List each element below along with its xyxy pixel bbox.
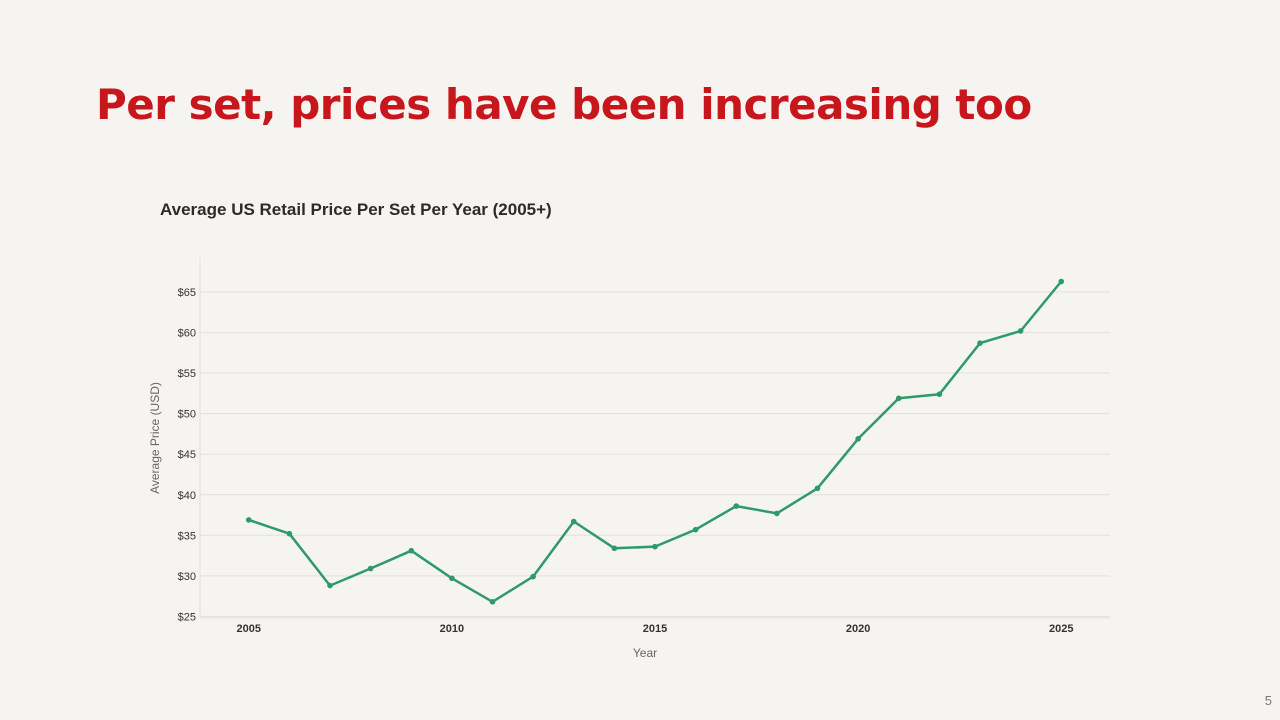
y-tick-label: $55: [178, 368, 196, 380]
data-point-2015: [652, 543, 658, 550]
data-point-2011: [489, 598, 496, 605]
x-tick-label: 2025: [1049, 623, 1073, 635]
data-point-2024: [1017, 328, 1024, 334]
data-point-2017: [733, 503, 740, 509]
y-tick-label: $65: [178, 287, 196, 299]
data-point-2023: [977, 340, 983, 346]
y-tick-label: $50: [178, 409, 196, 421]
page-number: 5: [1264, 693, 1272, 708]
data-point-2025: [1058, 278, 1065, 285]
x-tick-label: 2005: [237, 623, 261, 635]
x-tick-label: 2020: [846, 623, 870, 635]
data-point-2021: [895, 395, 902, 402]
data-point-2016: [692, 526, 699, 533]
y-axis-title: Average Price (USD): [148, 382, 162, 494]
data-point-2019: [814, 485, 821, 492]
y-tick-label: $35: [178, 530, 196, 542]
data-point-2013: [570, 518, 577, 525]
chart-title: Average US Retail Price Per Set Per Year…: [160, 200, 552, 219]
data-point-2022: [936, 391, 943, 398]
slide-title: Per set, prices have been increasing too: [96, 80, 1032, 129]
data-point-2009: [408, 547, 415, 554]
data-point-2010: [449, 575, 455, 582]
data-point-2007: [327, 582, 333, 589]
x-axis-title: Year: [633, 646, 657, 660]
x-tick-label: 2015: [643, 623, 667, 635]
data-point-2012: [530, 573, 536, 580]
y-tick-label: $60: [178, 328, 196, 340]
data-point-2014: [611, 545, 618, 552]
data-point-2020: [855, 436, 861, 442]
y-tick-label: $25: [178, 611, 196, 623]
x-tick-label: 2010: [440, 623, 464, 635]
data-point-2006: [286, 530, 293, 537]
data-point-2008: [367, 565, 374, 572]
data-point-2005: [245, 517, 252, 523]
y-tick-label: $30: [178, 571, 196, 583]
y-tick-label: $40: [178, 490, 196, 502]
data-point-2018: [774, 510, 780, 517]
series-line: [247, 280, 1063, 604]
y-tick-label: $45: [178, 449, 196, 461]
